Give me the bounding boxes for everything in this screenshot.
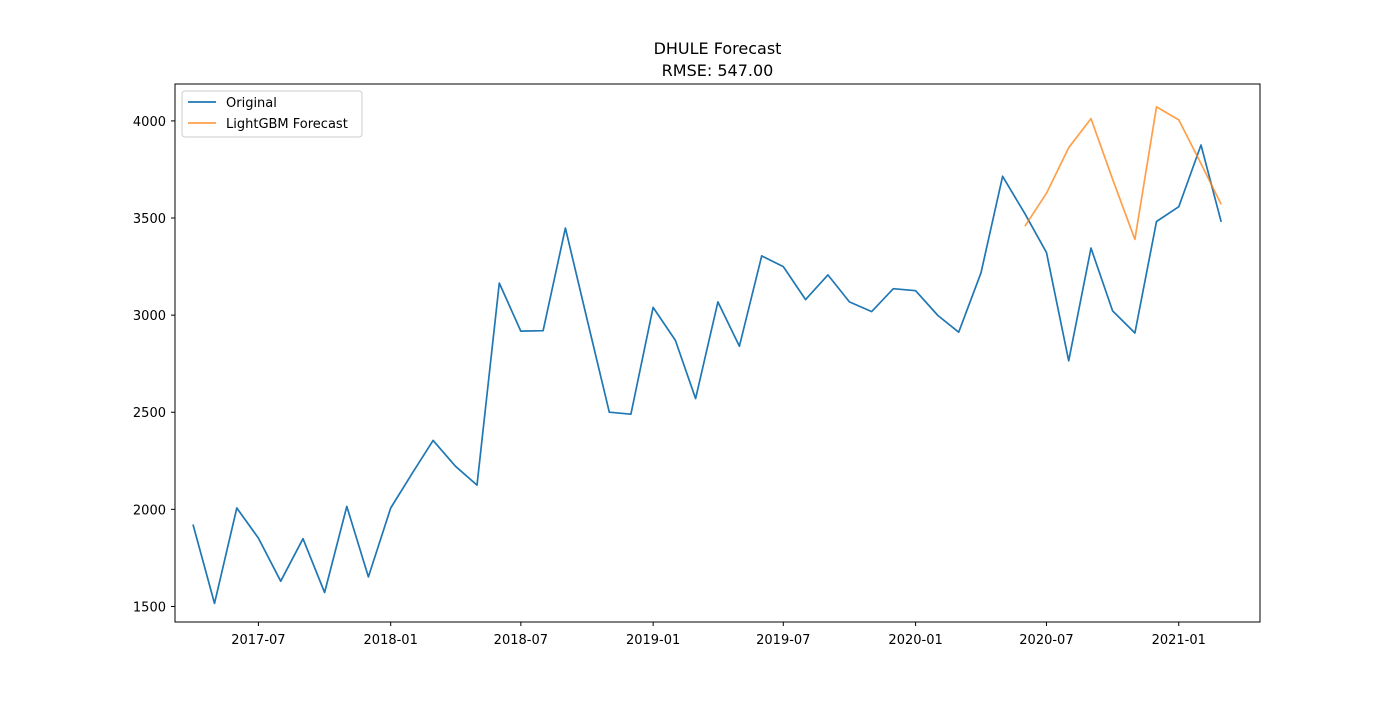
x-tick-label: 2021-01: [1152, 633, 1206, 648]
y-tick-label: 4000: [133, 115, 166, 130]
x-tick-label: 2017-07: [231, 633, 285, 648]
plot-frame: [174, 83, 1261, 623]
x-tick-label: 2020-01: [888, 633, 942, 648]
y-tick-label: 1500: [133, 600, 166, 615]
x-tick-label: 2018-01: [364, 633, 418, 648]
x-tick-label: 2018-07: [494, 633, 548, 648]
x-tick-label: 2019-07: [756, 633, 810, 648]
chart-subtitle: RMSE: 547.00: [661, 61, 774, 80]
y-tick-label: 2000: [133, 503, 166, 518]
y-tick-label: 3000: [133, 309, 166, 324]
legend-box: [181, 90, 363, 138]
legend-label: Original: [226, 96, 277, 111]
y-tick-label: 2500: [133, 406, 166, 421]
chart-title: DHULE Forecast: [653, 39, 782, 58]
series-line-original: [192, 144, 1223, 605]
series-line-lightgbm-forecast: [1024, 106, 1222, 241]
x-tick-label: 2020-07: [1019, 633, 1073, 648]
y-tick-label: 3500: [133, 212, 166, 227]
legend-label: LightGBM Forecast: [226, 117, 348, 132]
x-tick-label: 2019-01: [626, 633, 680, 648]
